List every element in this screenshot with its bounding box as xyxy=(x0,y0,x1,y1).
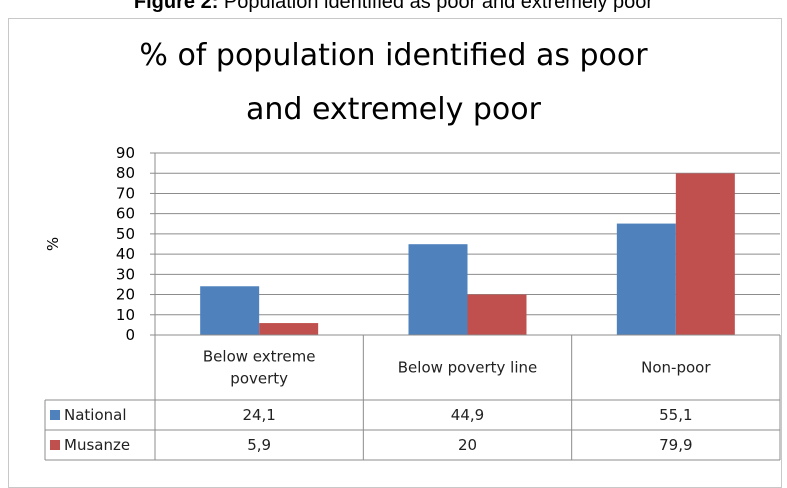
bar-musanze-2 xyxy=(675,173,735,335)
data-label: 24,1 xyxy=(242,406,275,424)
bar-national-2 xyxy=(616,223,676,335)
legend-swatch-musanze xyxy=(50,440,60,450)
chart-title-line-2: and extremely poor xyxy=(246,92,541,127)
y-tick-label: 0 xyxy=(125,326,135,344)
x-category-label: poverty xyxy=(230,370,288,388)
figure-caption-label: Figure 2: xyxy=(133,0,219,13)
y-tick-label: 90 xyxy=(116,144,135,162)
y-tick-label: 50 xyxy=(116,225,135,243)
y-tick-label: 10 xyxy=(116,306,135,324)
y-tick-label: 80 xyxy=(116,164,135,182)
x-category-label: Below extreme xyxy=(203,348,316,366)
y-tick-label: 60 xyxy=(116,205,135,223)
figure-caption: Figure 2: Population identified as poor … xyxy=(0,0,787,14)
y-tick-label: 40 xyxy=(116,245,135,263)
y-axis-label: % xyxy=(44,237,62,251)
y-tick-label: 70 xyxy=(116,184,135,202)
legend-label-national: National xyxy=(64,406,127,424)
x-category-label: Below poverty line xyxy=(398,359,537,377)
data-label: 55,1 xyxy=(659,406,692,424)
x-category-label: Non-poor xyxy=(641,359,711,377)
data-label: 79,9 xyxy=(659,436,692,454)
data-label: 44,9 xyxy=(451,406,484,424)
figure-caption-text: Population identified as poor and extrem… xyxy=(218,0,654,13)
legend-label-musanze: Musanze xyxy=(64,436,130,454)
chart-title-line-1: % of population identified as poor xyxy=(139,38,648,73)
y-tick-label: 20 xyxy=(116,286,135,304)
bar-national-1 xyxy=(408,244,468,335)
y-tick-label: 30 xyxy=(116,265,135,283)
bar-national-0 xyxy=(200,286,260,335)
data-label: 5,9 xyxy=(247,436,271,454)
legend-swatch-national xyxy=(50,410,60,420)
data-label: 20 xyxy=(458,436,477,454)
bar-musanze-1 xyxy=(467,294,527,335)
bar-musanze-0 xyxy=(259,323,319,335)
